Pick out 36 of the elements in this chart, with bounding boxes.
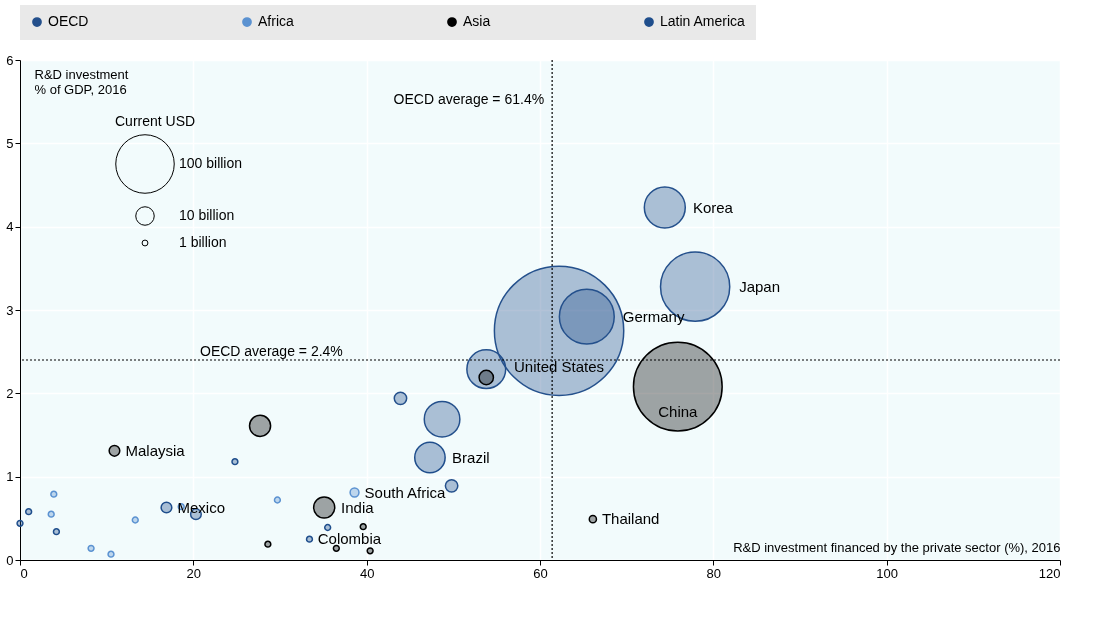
ref-line-label: OECD average = 2.4%	[200, 343, 343, 359]
y-axis-title: R&D investment % of GDP, 2016	[34, 66, 129, 97]
y-tick-label: 6	[6, 52, 14, 68]
annotation: China	[658, 402, 699, 420]
x-tick-label: 20	[186, 565, 202, 581]
y-tick-label: 5	[6, 135, 14, 151]
x-axis-title: R&D investment financed by the private sector (%), 2016	[733, 539, 1061, 555]
legend-label: Africa	[258, 13, 294, 30]
x-tick-label: 120	[1038, 565, 1061, 581]
y-tick-label: 1	[6, 469, 14, 485]
legend-label: Latin America	[660, 13, 746, 30]
x-tick-label: 80	[706, 565, 722, 581]
annotation: Japan	[739, 277, 781, 295]
legend-label: 10 billion	[179, 207, 235, 223]
annotation: United States	[514, 358, 605, 376]
annotation: Thailand	[601, 510, 660, 528]
annotation: Korea	[692, 198, 734, 216]
x-tick-label: 60	[533, 565, 548, 581]
annotation: Brazil	[452, 448, 490, 466]
annotation: Malaysia	[125, 441, 186, 459]
x-tick-label: 100	[876, 565, 899, 581]
x-tick-label: 40	[359, 565, 375, 581]
y-tick-label: 2	[6, 385, 14, 401]
annotation: South Africa	[364, 483, 447, 501]
legend-label: 100 billion	[179, 155, 243, 171]
y-tick-label: 3	[6, 302, 14, 318]
y-tick-label: 0	[6, 552, 14, 568]
annotation: Colombia	[317, 530, 382, 548]
legend-title: Current USD	[115, 113, 196, 129]
annotation: India	[341, 498, 375, 516]
y-tick-label: 4	[6, 219, 14, 235]
ref-line-label: OECD average = 61.4%	[393, 91, 545, 107]
legend-label: OECD	[48, 13, 89, 30]
x-tick-label: 0	[20, 565, 28, 581]
legend-label: Asia	[463, 13, 491, 30]
legend-label: 1 billion	[179, 234, 227, 250]
